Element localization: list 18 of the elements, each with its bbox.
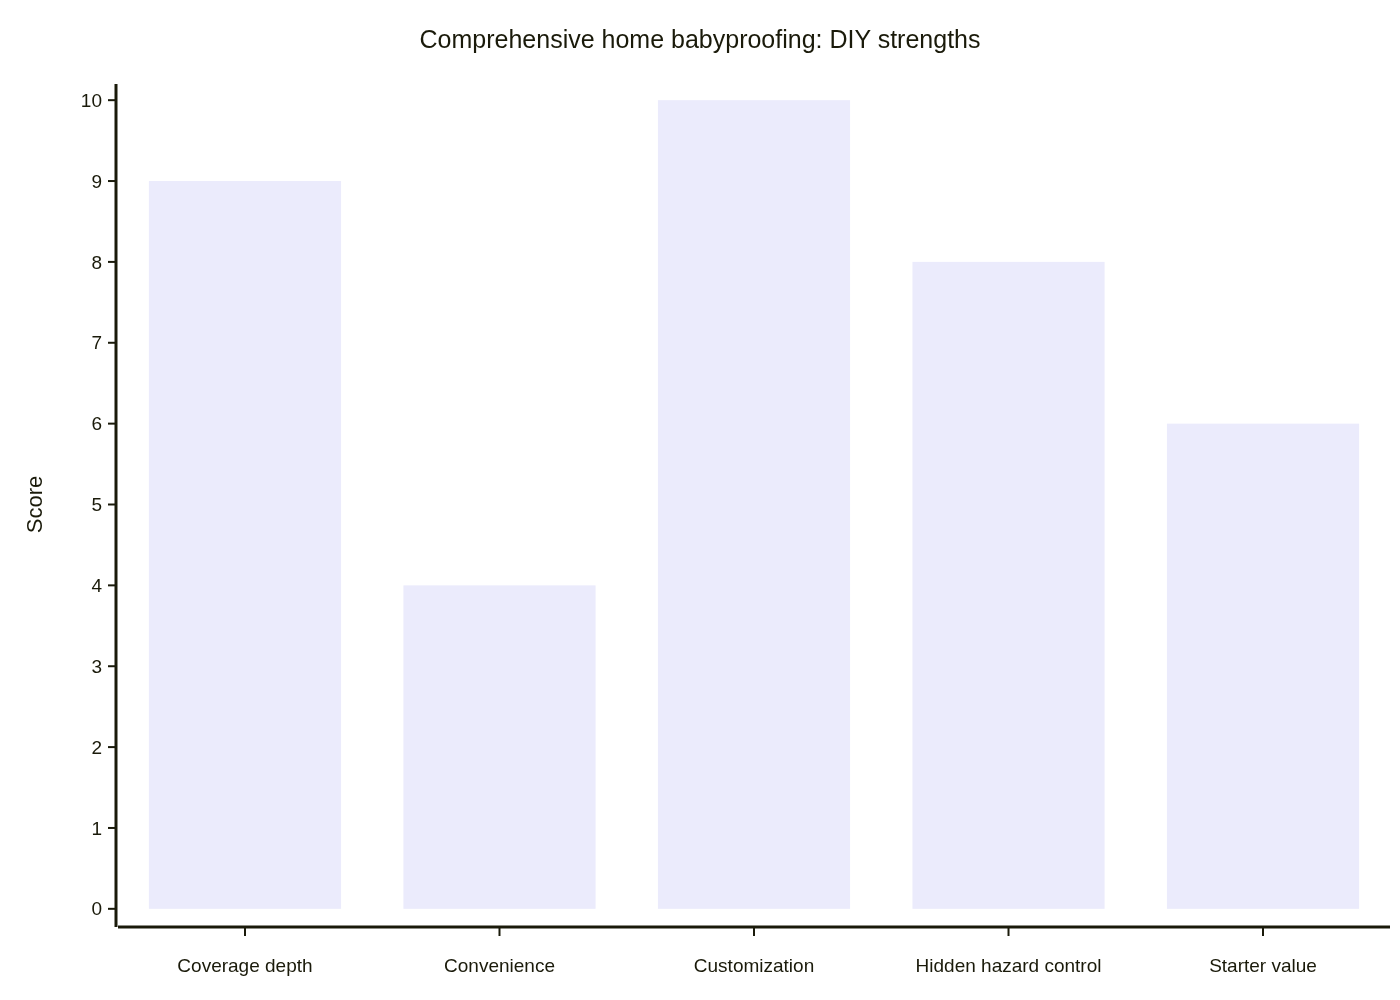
y-tick-label: 8 <box>91 251 102 273</box>
y-tick-label: 7 <box>91 332 102 354</box>
x-tick-label: Coverage depth <box>177 955 313 976</box>
x-tick-label: Convenience <box>444 955 555 976</box>
y-tick-label: 9 <box>91 170 102 192</box>
y-tick-label: 6 <box>91 413 102 435</box>
y-tick-label: 1 <box>91 817 102 839</box>
y-tick-label: 10 <box>80 89 102 111</box>
y-axis-title: Score <box>22 475 47 534</box>
y-tick-label: 3 <box>91 655 102 677</box>
y-tick-label: 5 <box>91 494 102 516</box>
y-tick-label: 2 <box>91 736 102 758</box>
y-tick-label: 4 <box>91 575 103 597</box>
x-tick-label: Customization <box>693 955 815 976</box>
y-tick-label: 0 <box>91 898 102 920</box>
chart-title: Comprehensive home babyproofing: DIY strengths <box>419 25 981 53</box>
x-tick-label: Hidden hazard control <box>915 955 1102 976</box>
x-tick-label: Starter value <box>1209 955 1317 976</box>
